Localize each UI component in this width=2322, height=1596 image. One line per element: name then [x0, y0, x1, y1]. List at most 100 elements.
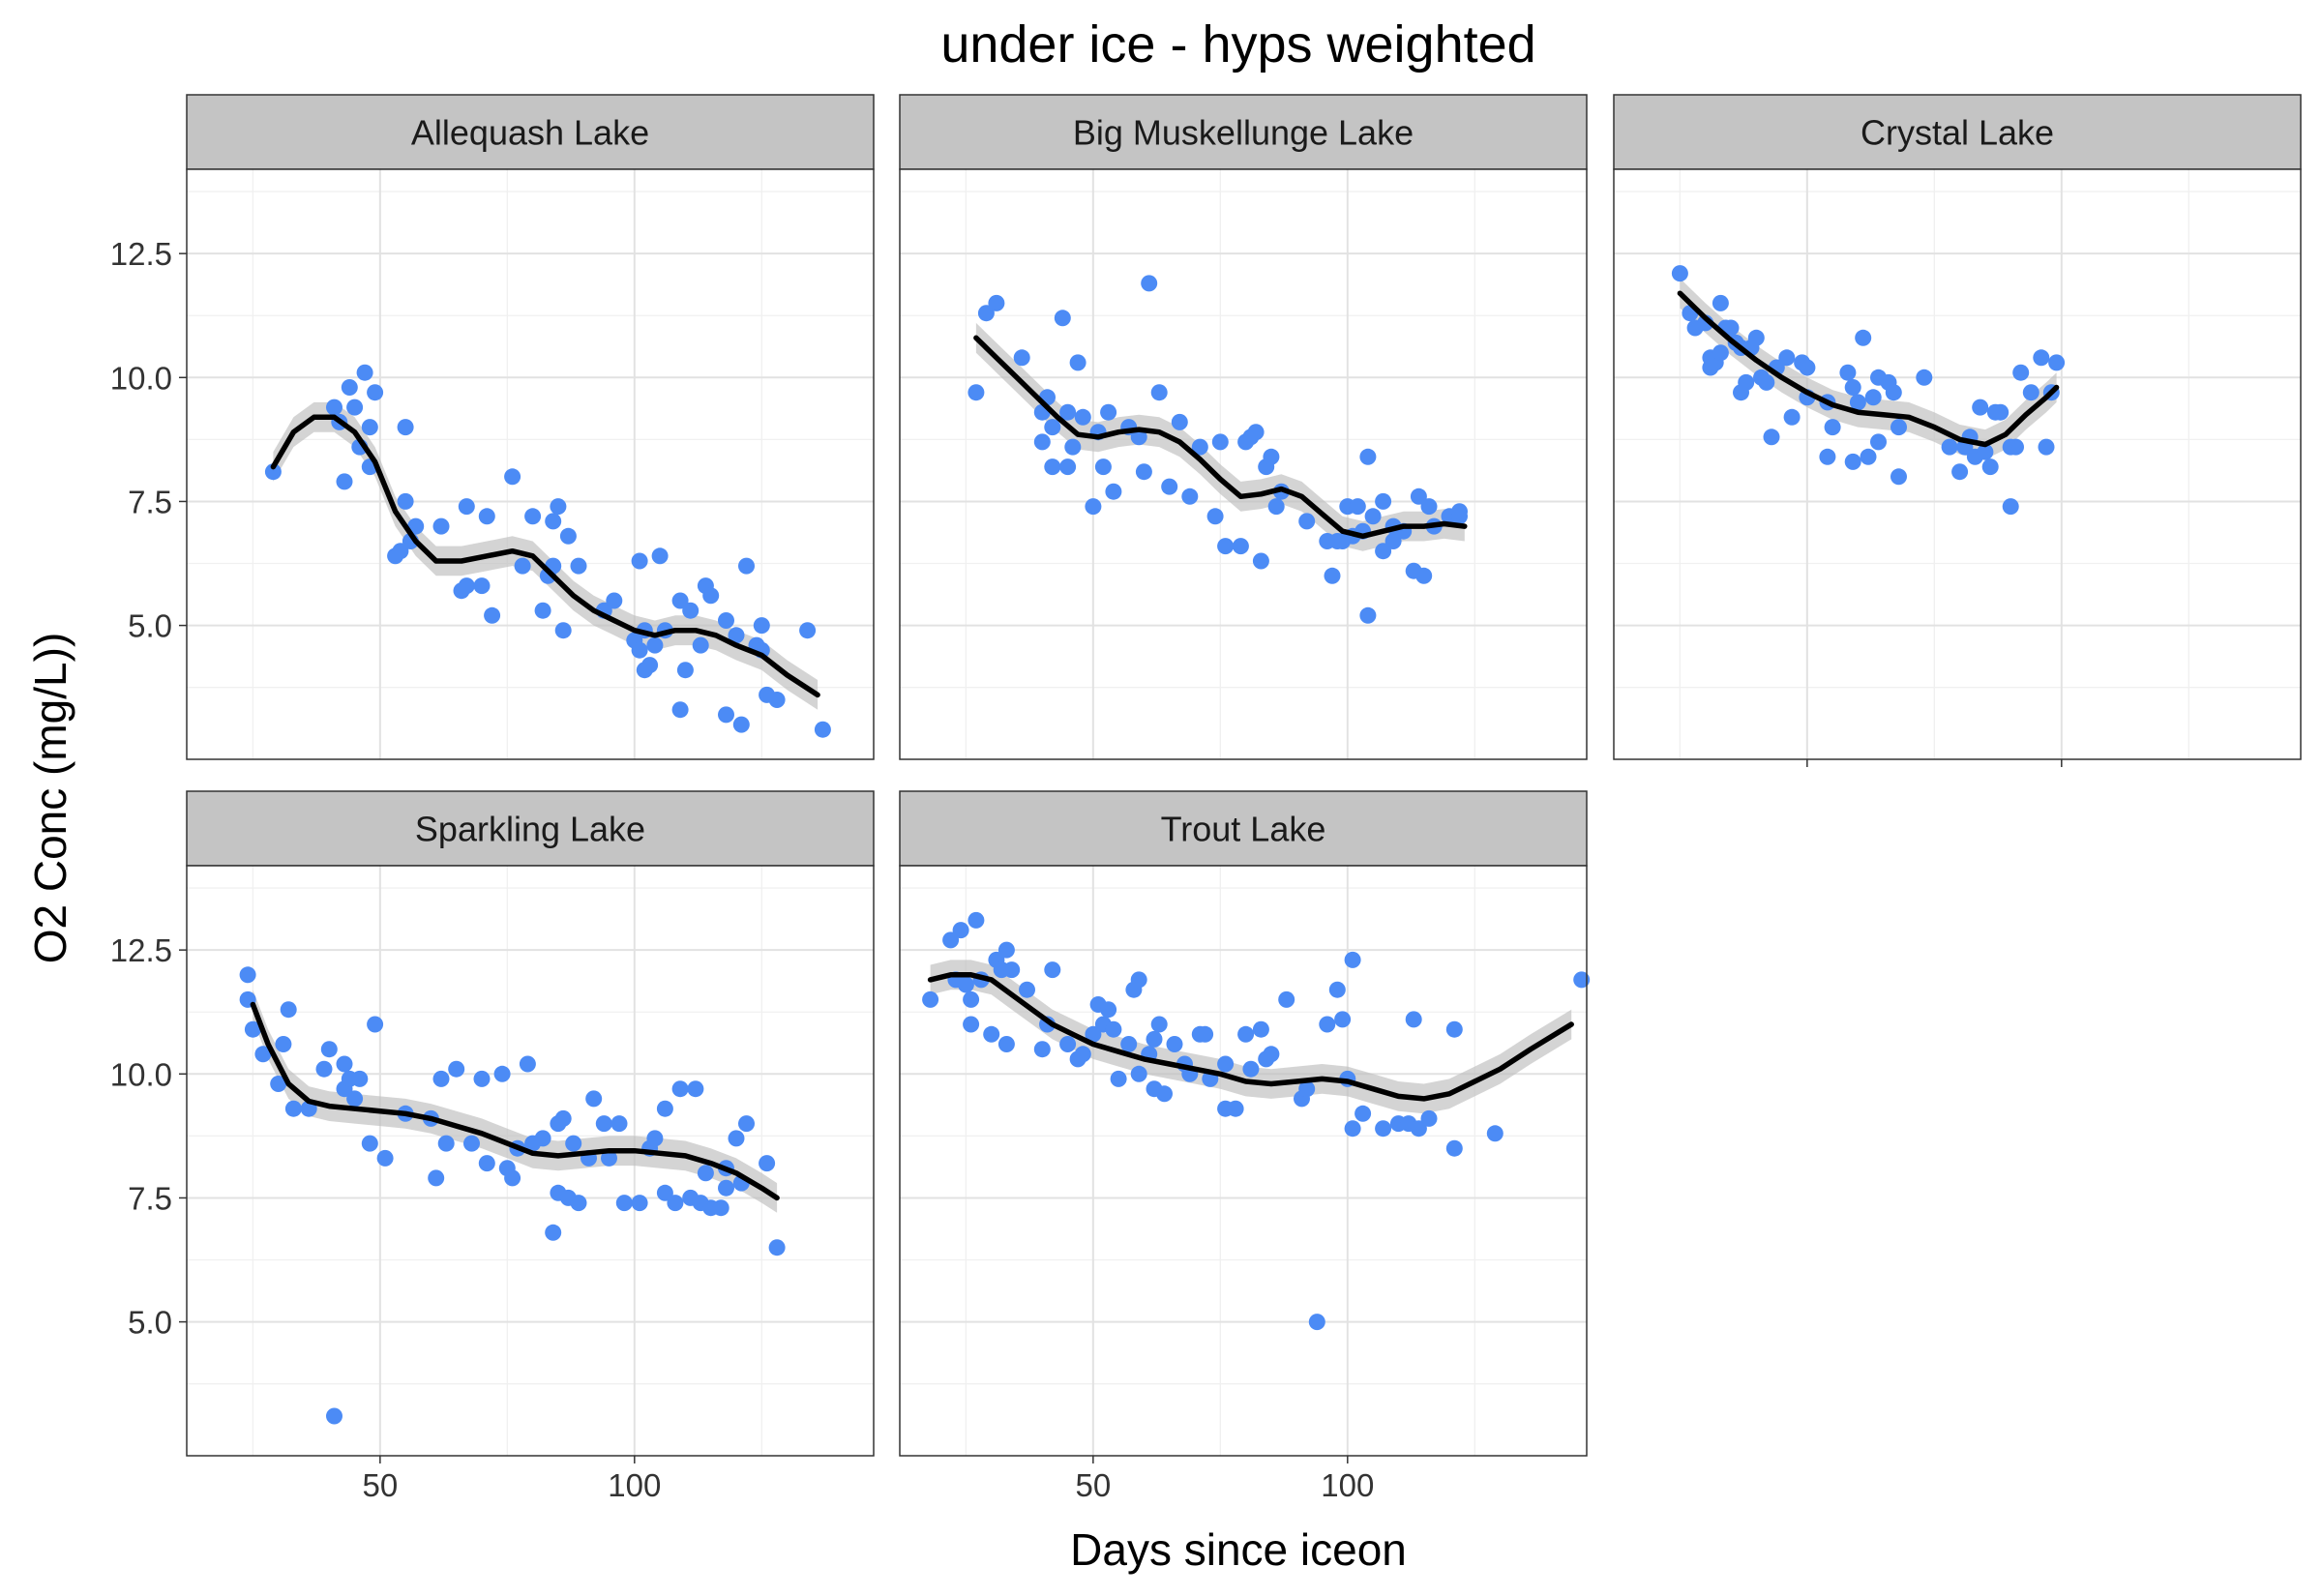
data-point [2022, 384, 2039, 401]
data-point [1747, 329, 1765, 346]
data-point [448, 1060, 465, 1078]
data-point [968, 911, 985, 929]
data-point [1712, 294, 1729, 311]
data-point [1941, 438, 1958, 456]
data-point [1763, 429, 1780, 446]
panel-border [899, 168, 1588, 760]
data-point [493, 1065, 511, 1082]
data-point [585, 1090, 603, 1108]
data-point [1890, 468, 1907, 486]
data-point [1069, 354, 1087, 371]
data-point [504, 468, 521, 486]
data-point [712, 1199, 729, 1217]
data-point [341, 379, 358, 396]
data-point [631, 1195, 648, 1212]
data-point [1344, 951, 1361, 968]
data-point [367, 384, 384, 401]
data-point [320, 1041, 338, 1058]
data-point [514, 557, 531, 575]
data-point [1074, 408, 1091, 426]
data-point [1064, 438, 1082, 456]
data-point [1864, 389, 1882, 406]
data-point [718, 612, 734, 629]
x-tick-label: 100 [608, 1467, 661, 1503]
data-point [1844, 379, 1861, 396]
smooth-line [1677, 290, 2060, 448]
data-point [458, 577, 475, 595]
data-point [554, 1109, 572, 1127]
data-point [1972, 399, 1989, 416]
data-point [351, 1070, 369, 1087]
y-tick-label: 12.5 [110, 236, 172, 272]
data-point [432, 517, 450, 535]
data-point [1375, 492, 1392, 510]
data-point [1319, 1016, 1336, 1033]
data-point [1085, 498, 1102, 516]
data-point [1354, 1105, 1372, 1122]
data-point [1059, 1036, 1077, 1052]
smooth-confidence-band [253, 990, 778, 1213]
data-point [570, 557, 587, 575]
data-point [768, 1239, 786, 1256]
data-point [473, 1070, 491, 1087]
data-point [346, 399, 364, 416]
data-point [1375, 1120, 1392, 1138]
data-point [1105, 1020, 1122, 1038]
data-point [1217, 538, 1235, 555]
data-point [1916, 369, 1933, 386]
smooth-line [270, 414, 820, 698]
facet-strip [186, 790, 875, 867]
panel-allequash-lake: Allequash Lake 5.0 7.5 10.0 12.5 [110, 94, 875, 760]
data-point [1197, 1025, 1214, 1043]
data-point [356, 364, 373, 381]
data-point [545, 1224, 562, 1241]
data-point [957, 976, 974, 993]
plot-title: under ice - hyps weighted [940, 15, 1535, 74]
data-point [1359, 606, 1377, 624]
data-point [244, 1020, 261, 1038]
data-point [275, 1036, 292, 1052]
data-point [968, 384, 985, 401]
y-tick-label: 7.5 [128, 1180, 172, 1216]
data-point [977, 305, 995, 322]
data-point [2008, 438, 2024, 456]
data-point [1778, 349, 1796, 367]
facet-strip-label: Sparkling Lake [415, 810, 645, 849]
data-point [361, 419, 378, 436]
facet-strip-label: Allequash Lake [411, 113, 649, 153]
data-point [478, 1155, 495, 1172]
data-point [519, 1055, 536, 1073]
data-point [1033, 433, 1051, 451]
data-point [1298, 513, 1316, 530]
panel-border [899, 865, 1588, 1457]
data-point [718, 1179, 734, 1197]
data-point [1308, 1314, 1325, 1331]
y-tick-label: 12.5 [110, 932, 172, 968]
smooth-line [250, 1001, 780, 1201]
data-point [1191, 438, 1208, 456]
data-point [1141, 275, 1158, 292]
data-point [1181, 488, 1199, 505]
data-point [1855, 329, 1872, 346]
y-tick-label: 10.0 [110, 360, 172, 396]
data-point [963, 1016, 980, 1033]
data-point [1384, 533, 1402, 549]
panel-border [186, 865, 875, 1457]
data-point [458, 498, 475, 516]
data-point [1054, 310, 1071, 327]
data-point [656, 1184, 673, 1201]
data-point [952, 922, 969, 939]
data-point [728, 627, 745, 644]
data-point [1671, 265, 1688, 282]
data-point [1206, 508, 1224, 525]
panel-crystal-lake: Crystal Lake [1613, 94, 2302, 767]
y-axis-title: O2 Conc (mg/L)) [25, 633, 75, 964]
data-point [239, 966, 256, 984]
data-point [1445, 1139, 1463, 1157]
data-point [1278, 990, 1295, 1008]
data-point [997, 941, 1015, 959]
data-point [1486, 1125, 1503, 1142]
data-point [1375, 543, 1392, 560]
data-point [1135, 463, 1152, 481]
facet-strip-label: Crystal Lake [1861, 113, 2054, 153]
